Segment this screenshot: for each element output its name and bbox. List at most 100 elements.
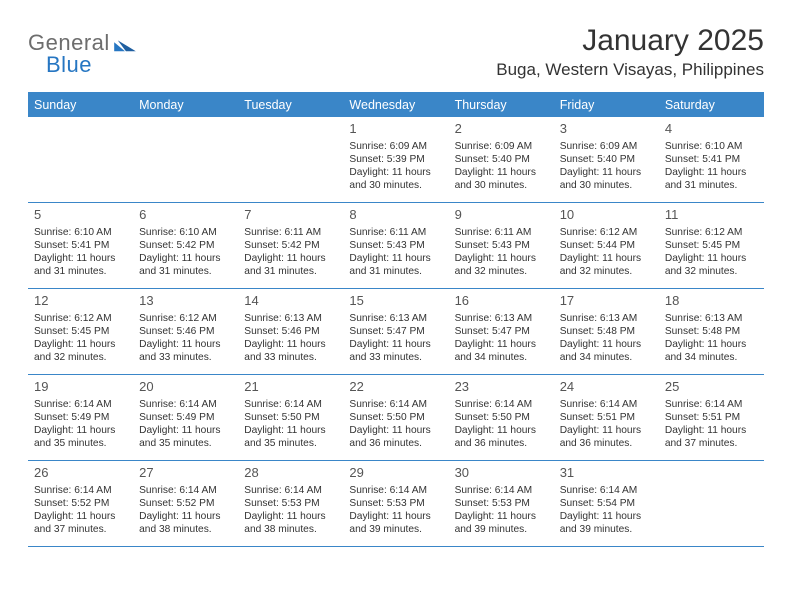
day-cell: 10Sunrise: 6:12 AMSunset: 5:44 PMDayligh… bbox=[554, 203, 659, 288]
day-cell: 1Sunrise: 6:09 AMSunset: 5:39 PMDaylight… bbox=[343, 117, 448, 202]
day-number: 7 bbox=[244, 207, 337, 224]
day-cell: 22Sunrise: 6:14 AMSunset: 5:50 PMDayligh… bbox=[343, 375, 448, 460]
day-cell: 13Sunrise: 6:12 AMSunset: 5:46 PMDayligh… bbox=[133, 289, 238, 374]
day-cell: . bbox=[133, 117, 238, 202]
sunset-line: Sunset: 5:53 PM bbox=[349, 497, 442, 510]
day-number: 4 bbox=[665, 121, 758, 138]
day-cell: 24Sunrise: 6:14 AMSunset: 5:51 PMDayligh… bbox=[554, 375, 659, 460]
day-cell: 11Sunrise: 6:12 AMSunset: 5:45 PMDayligh… bbox=[659, 203, 764, 288]
day-number: 31 bbox=[560, 465, 653, 482]
weekday-header: Wednesday bbox=[343, 94, 448, 117]
day-number: 13 bbox=[139, 293, 232, 310]
calendar-grid: Sunday Monday Tuesday Wednesday Thursday… bbox=[28, 92, 764, 547]
sunset-line: Sunset: 5:39 PM bbox=[349, 153, 442, 166]
daylight-line: Daylight: 11 hours and 31 minutes. bbox=[34, 252, 127, 278]
daylight-line: Daylight: 11 hours and 32 minutes. bbox=[665, 252, 758, 278]
day-cell: 15Sunrise: 6:13 AMSunset: 5:47 PMDayligh… bbox=[343, 289, 448, 374]
day-cell: . bbox=[238, 117, 343, 202]
day-cell: 20Sunrise: 6:14 AMSunset: 5:49 PMDayligh… bbox=[133, 375, 238, 460]
sunrise-line: Sunrise: 6:13 AM bbox=[665, 312, 758, 325]
sunset-line: Sunset: 5:42 PM bbox=[139, 239, 232, 252]
sunrise-line: Sunrise: 6:13 AM bbox=[244, 312, 337, 325]
sunrise-line: Sunrise: 6:09 AM bbox=[455, 140, 548, 153]
daylight-line: Daylight: 11 hours and 39 minutes. bbox=[560, 510, 653, 536]
sunset-line: Sunset: 5:46 PM bbox=[244, 325, 337, 338]
weekday-header-row: Sunday Monday Tuesday Wednesday Thursday… bbox=[28, 94, 764, 117]
day-number: 27 bbox=[139, 465, 232, 482]
day-cell: 18Sunrise: 6:13 AMSunset: 5:48 PMDayligh… bbox=[659, 289, 764, 374]
day-cell: 4Sunrise: 6:10 AMSunset: 5:41 PMDaylight… bbox=[659, 117, 764, 202]
sunset-line: Sunset: 5:52 PM bbox=[139, 497, 232, 510]
day-cell: 30Sunrise: 6:14 AMSunset: 5:53 PMDayligh… bbox=[449, 461, 554, 546]
day-cell: 14Sunrise: 6:13 AMSunset: 5:46 PMDayligh… bbox=[238, 289, 343, 374]
sunrise-line: Sunrise: 6:14 AM bbox=[455, 484, 548, 497]
location-text: Buga, Western Visayas, Philippines bbox=[496, 60, 764, 80]
day-cell: 25Sunrise: 6:14 AMSunset: 5:51 PMDayligh… bbox=[659, 375, 764, 460]
day-number: 23 bbox=[455, 379, 548, 396]
day-cell: 26Sunrise: 6:14 AMSunset: 5:52 PMDayligh… bbox=[28, 461, 133, 546]
sunrise-line: Sunrise: 6:09 AM bbox=[560, 140, 653, 153]
day-number: 28 bbox=[244, 465, 337, 482]
daylight-line: Daylight: 11 hours and 36 minutes. bbox=[455, 424, 548, 450]
daylight-line: Daylight: 11 hours and 30 minutes. bbox=[349, 166, 442, 192]
daylight-line: Daylight: 11 hours and 31 minutes. bbox=[349, 252, 442, 278]
day-number: 26 bbox=[34, 465, 127, 482]
daylight-line: Daylight: 11 hours and 31 minutes. bbox=[139, 252, 232, 278]
day-number: 24 bbox=[560, 379, 653, 396]
daylight-line: Daylight: 11 hours and 31 minutes. bbox=[244, 252, 337, 278]
day-number: 1 bbox=[349, 121, 442, 138]
weekday-header: Monday bbox=[133, 94, 238, 117]
sunset-line: Sunset: 5:49 PM bbox=[139, 411, 232, 424]
week-row: 5Sunrise: 6:10 AMSunset: 5:41 PMDaylight… bbox=[28, 203, 764, 289]
month-title: January 2025 bbox=[496, 24, 764, 58]
sunrise-line: Sunrise: 6:13 AM bbox=[349, 312, 442, 325]
sunset-line: Sunset: 5:47 PM bbox=[349, 325, 442, 338]
day-number: 11 bbox=[665, 207, 758, 224]
day-number: 22 bbox=[349, 379, 442, 396]
sunrise-line: Sunrise: 6:12 AM bbox=[34, 312, 127, 325]
sunrise-line: Sunrise: 6:11 AM bbox=[244, 226, 337, 239]
sunset-line: Sunset: 5:43 PM bbox=[455, 239, 548, 252]
day-cell: 17Sunrise: 6:13 AMSunset: 5:48 PMDayligh… bbox=[554, 289, 659, 374]
daylight-line: Daylight: 11 hours and 35 minutes. bbox=[139, 424, 232, 450]
daylight-line: Daylight: 11 hours and 33 minutes. bbox=[139, 338, 232, 364]
day-number: 20 bbox=[139, 379, 232, 396]
daylight-line: Daylight: 11 hours and 34 minutes. bbox=[665, 338, 758, 364]
day-number: 3 bbox=[560, 121, 653, 138]
sunset-line: Sunset: 5:51 PM bbox=[560, 411, 653, 424]
day-number: 21 bbox=[244, 379, 337, 396]
day-cell: 3Sunrise: 6:09 AMSunset: 5:40 PMDaylight… bbox=[554, 117, 659, 202]
sunrise-line: Sunrise: 6:11 AM bbox=[455, 226, 548, 239]
day-cell: 31Sunrise: 6:14 AMSunset: 5:54 PMDayligh… bbox=[554, 461, 659, 546]
sunset-line: Sunset: 5:50 PM bbox=[455, 411, 548, 424]
weekday-header: Tuesday bbox=[238, 94, 343, 117]
day-cell: 16Sunrise: 6:13 AMSunset: 5:47 PMDayligh… bbox=[449, 289, 554, 374]
sunset-line: Sunset: 5:54 PM bbox=[560, 497, 653, 510]
day-number: 29 bbox=[349, 465, 442, 482]
daylight-line: Daylight: 11 hours and 35 minutes. bbox=[34, 424, 127, 450]
sunset-line: Sunset: 5:50 PM bbox=[349, 411, 442, 424]
daylight-line: Daylight: 11 hours and 34 minutes. bbox=[560, 338, 653, 364]
day-cell: 29Sunrise: 6:14 AMSunset: 5:53 PMDayligh… bbox=[343, 461, 448, 546]
title-block: January 2025 Buga, Western Visayas, Phil… bbox=[496, 24, 764, 80]
sunset-line: Sunset: 5:40 PM bbox=[455, 153, 548, 166]
sunrise-line: Sunrise: 6:14 AM bbox=[34, 484, 127, 497]
sunset-line: Sunset: 5:45 PM bbox=[665, 239, 758, 252]
week-row: ...1Sunrise: 6:09 AMSunset: 5:39 PMDayli… bbox=[28, 117, 764, 203]
daylight-line: Daylight: 11 hours and 33 minutes. bbox=[349, 338, 442, 364]
daylight-line: Daylight: 11 hours and 38 minutes. bbox=[244, 510, 337, 536]
sunset-line: Sunset: 5:49 PM bbox=[34, 411, 127, 424]
sunrise-line: Sunrise: 6:14 AM bbox=[349, 484, 442, 497]
day-cell: . bbox=[659, 461, 764, 546]
daylight-line: Daylight: 11 hours and 33 minutes. bbox=[244, 338, 337, 364]
week-row: 12Sunrise: 6:12 AMSunset: 5:45 PMDayligh… bbox=[28, 289, 764, 375]
brand-part2: Blue bbox=[46, 52, 92, 77]
day-cell: 5Sunrise: 6:10 AMSunset: 5:41 PMDaylight… bbox=[28, 203, 133, 288]
day-number: 2 bbox=[455, 121, 548, 138]
daylight-line: Daylight: 11 hours and 36 minutes. bbox=[560, 424, 653, 450]
sunrise-line: Sunrise: 6:14 AM bbox=[244, 484, 337, 497]
weekday-header: Sunday bbox=[28, 94, 133, 117]
sunrise-line: Sunrise: 6:13 AM bbox=[560, 312, 653, 325]
daylight-line: Daylight: 11 hours and 36 minutes. bbox=[349, 424, 442, 450]
day-cell: 28Sunrise: 6:14 AMSunset: 5:53 PMDayligh… bbox=[238, 461, 343, 546]
